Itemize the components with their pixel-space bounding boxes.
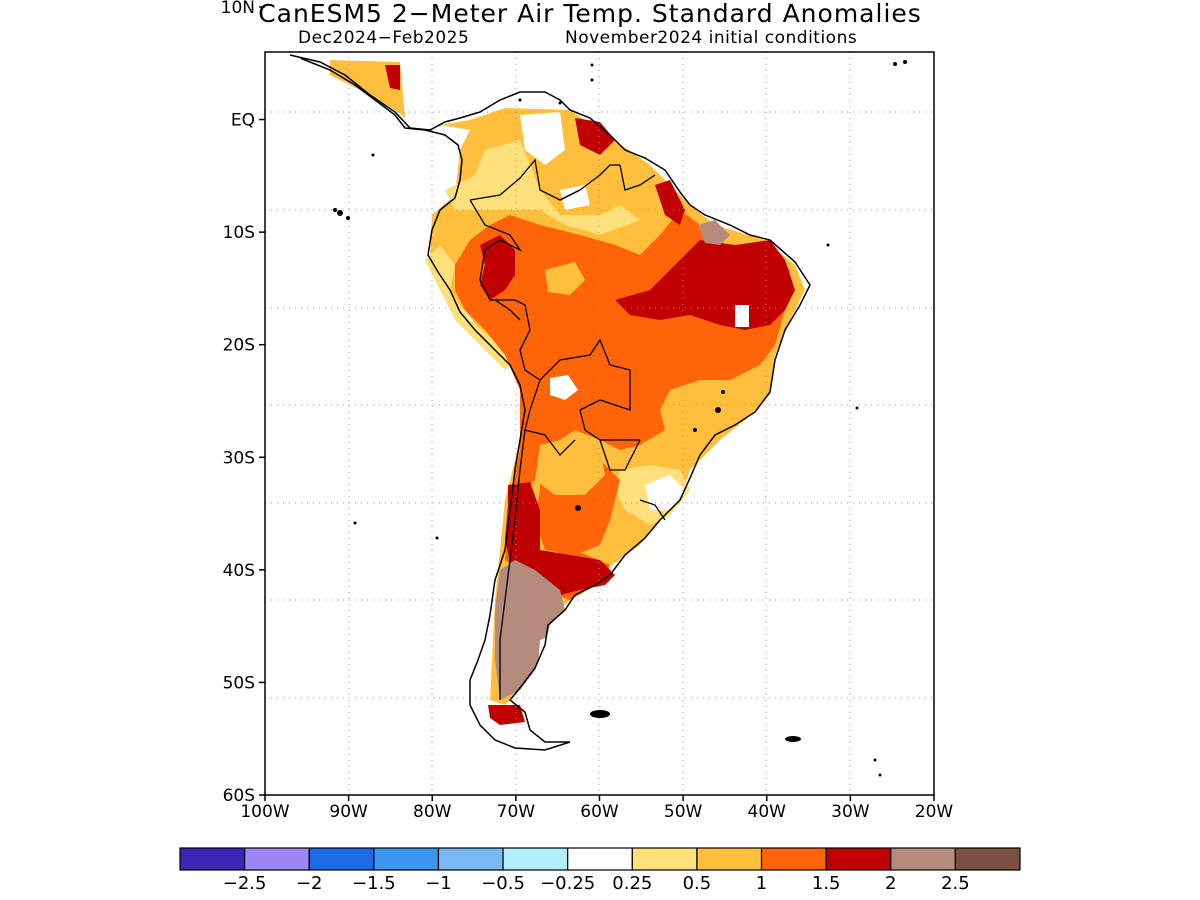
colorbar-label: 0.5 bbox=[683, 873, 712, 894]
colorbar-swatch bbox=[760, 847, 827, 871]
coastline bbox=[289, 54, 811, 751]
anomaly-region-white-guyana bbox=[560, 185, 590, 210]
lat-tick-label: 60S bbox=[223, 786, 255, 806]
colorbar-swatch bbox=[696, 847, 763, 871]
anomaly-region-red-tierra-del-fuego bbox=[488, 705, 525, 725]
colorbar-swatch bbox=[308, 847, 375, 871]
anomaly-region-red-chile-argentina bbox=[505, 482, 615, 595]
anomaly-shading bbox=[330, 60, 805, 725]
lon-tick-label: 70W bbox=[497, 802, 536, 822]
lon-tick-label: 40W bbox=[748, 802, 787, 822]
anomaly-region-red-peru bbox=[480, 235, 515, 300]
longitude-axis: 100W 90W 80W 70W 60W 50W 40W 30W 20W bbox=[240, 795, 953, 822]
lat-tick-label: EQ bbox=[231, 111, 255, 131]
colorbar-swatch bbox=[244, 847, 310, 871]
lon-tick-label: 60W bbox=[580, 802, 619, 822]
anomaly-region-yellow-north bbox=[445, 140, 640, 235]
colorbar-label: 2.5 bbox=[941, 873, 970, 894]
lon-tick-label: 80W bbox=[413, 802, 452, 822]
anomaly-region-white-south-brazil bbox=[645, 475, 685, 510]
lon-tick-label: 50W bbox=[664, 802, 703, 822]
anomaly-region-red-central-america bbox=[385, 65, 400, 90]
map-plot-area bbox=[265, 52, 934, 795]
colorbar-swatch bbox=[437, 847, 504, 871]
colorbar-label: −2.5 bbox=[223, 873, 267, 894]
map-title: CanESM5 2−Meter Air Temp. Standard Anoma… bbox=[258, 0, 922, 28]
anomaly-region-red-amapa bbox=[655, 180, 685, 225]
colorbar-swatch bbox=[502, 847, 569, 871]
colorbar-label: −1.5 bbox=[352, 873, 396, 894]
anomaly-region-brown-northeast bbox=[698, 220, 730, 245]
lat-tick-label: 40S bbox=[223, 561, 255, 581]
country-borders bbox=[469, 158, 666, 700]
colorbar-swatch bbox=[179, 847, 246, 871]
anomaly-region-dark-orange-central bbox=[520, 290, 640, 385]
lat-tick-label: 50S bbox=[223, 673, 255, 693]
anomaly-region-brown-patagonia bbox=[495, 560, 565, 700]
colorbar-label: −2 bbox=[296, 873, 323, 894]
colorbar-swatch bbox=[567, 847, 633, 871]
colorbar: −2.5 −2 −1.5 −1 −0.5 −0.25 0.25 0.5 1 1.5 2 2.5 bbox=[179, 847, 1021, 894]
anomaly-region-light-island-amazon bbox=[545, 262, 585, 295]
colorbar-swatch bbox=[954, 847, 1021, 871]
anomaly-region-white-northeast-cell bbox=[735, 305, 749, 327]
anomaly-region-light-island-paraguay bbox=[535, 440, 605, 495]
forecast-period: Dec2024−Feb2025 bbox=[298, 28, 470, 48]
latitude-axis: 10N EQ 10S 20S 30S 40S 50S 60S bbox=[221, 0, 265, 806]
colorbar-label: 1 bbox=[756, 873, 767, 894]
lat-tick-label: 10N bbox=[221, 0, 255, 18]
anomaly-region-white-patagonia-edge bbox=[538, 635, 552, 668]
colorbar-swatch bbox=[373, 847, 440, 871]
islands bbox=[333, 60, 907, 777]
anomaly-region-white-bolivia bbox=[550, 375, 578, 400]
colorbar-swatch bbox=[631, 847, 698, 871]
colorbar-label: −0.5 bbox=[481, 873, 525, 894]
lat-tick-label: 20S bbox=[223, 336, 255, 356]
colorbar-label: 2 bbox=[885, 873, 896, 894]
lat-tick-label: 10S bbox=[223, 223, 255, 243]
anomaly-region-red-brazil bbox=[615, 240, 795, 330]
colorbar-label: 1.5 bbox=[812, 873, 841, 894]
initial-conditions: November2024 initial conditions bbox=[565, 28, 858, 48]
lon-tick-label: 20W bbox=[915, 802, 954, 822]
lon-tick-label: 30W bbox=[831, 802, 870, 822]
colorbar-label: −0.25 bbox=[540, 873, 595, 894]
anomaly-region-red-venezuela bbox=[575, 118, 615, 155]
lon-tick-label: 90W bbox=[329, 802, 368, 822]
colorbar-swatch bbox=[890, 847, 956, 871]
colorbar-swatch bbox=[825, 847, 892, 871]
colorbar-label: 0.25 bbox=[612, 873, 652, 894]
anomaly-region-white-venezuela bbox=[520, 112, 565, 165]
colorbar-label: −1 bbox=[425, 873, 452, 894]
lon-tick-label: 100W bbox=[240, 802, 289, 822]
lat-tick-label: 30S bbox=[223, 448, 255, 468]
